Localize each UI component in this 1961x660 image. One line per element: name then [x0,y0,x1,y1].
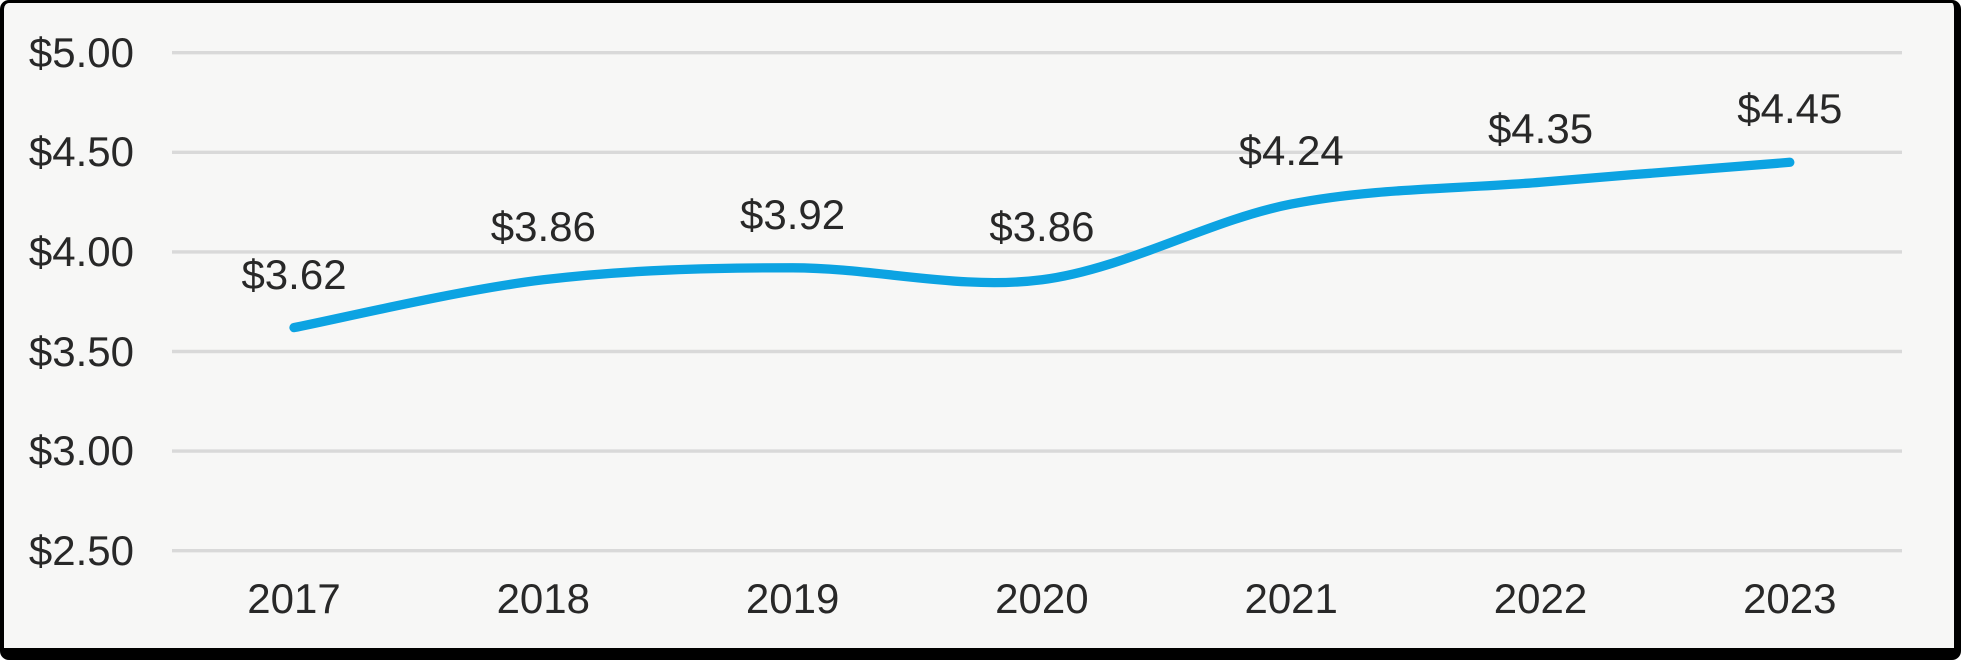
x-axis-tick-label: 2023 [1743,575,1837,622]
x-axis-tick-label: 2022 [1493,575,1588,622]
x-axis-tick-label: 2020 [995,575,1089,622]
y-axis-tick-label: $3.00 [28,427,134,475]
data-point-label: $3.86 [490,202,596,250]
gridlines [172,51,1902,553]
price-line-series [289,157,1795,333]
y-axis-tick-label: $3.50 [28,327,134,375]
x-axis-tick-label: 2018 [496,575,591,622]
y-axis-tick-label: $5.00 [28,28,134,76]
y-axis-tick-label: $4.00 [28,227,134,275]
data-point-label: $4.35 [1487,105,1594,153]
y-axis-tick-label: $2.50 [28,526,134,574]
x-axis-tick-label: 2017 [247,575,341,622]
data-point-label: $3.62 [241,250,347,298]
y-axis-tick-label: $4.50 [28,128,134,176]
x-axis-tick-label: 2019 [745,575,840,622]
data-point-label: $3.86 [989,202,1095,250]
line-chart [172,51,1902,553]
data-point-label: $4.24 [1238,127,1344,175]
data-point-label: $3.92 [740,190,846,238]
x-axis-tick-label: 2021 [1244,575,1338,622]
data-point-label: $4.45 [1737,85,1843,133]
